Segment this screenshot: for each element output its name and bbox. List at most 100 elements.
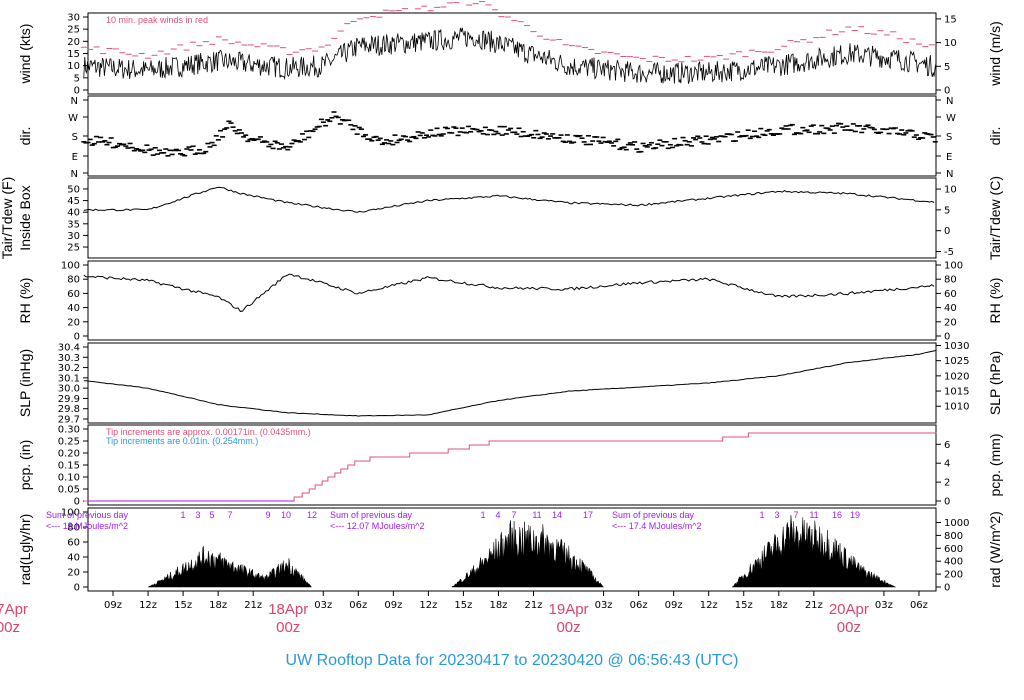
wind-left-tick-label: 5 [74,73,80,84]
rad-left-tick-label: 40 [67,553,80,564]
date-hour-label: 00z [0,619,20,636]
wind-left-tick-label: 15 [67,49,80,60]
dir-left-tick-label: W [68,113,78,124]
time-tick-label: 21z [525,600,543,611]
rh-right-tick-label: 100 [944,261,963,272]
date-hour-label: 00z [556,619,580,636]
wind-left-label: wind (kts) [17,24,33,85]
rad-right-tick-label: 0 [944,583,950,594]
rad-left-tick-label: 20 [67,568,80,579]
time-tick-label: 06z [910,600,928,611]
rh-right-tick-label: 60 [944,289,957,300]
pcp-left-tick-label: 0.05 [58,485,80,496]
time-tick-label: 18z [770,600,788,611]
pcp-left-tick-label: 0.30 [58,425,80,436]
panel-frame-wind [87,12,937,95]
rad-hour-mark: 1 [480,510,485,520]
panel-frame-slp [87,342,937,424]
date-label: 19Apr [549,601,589,618]
rad-hour-mark: 4 [495,510,500,520]
slp-right-tick-label: 1025 [944,356,969,367]
pcp-right-label: pcp. (mm) [987,434,1003,497]
time-tick-label: 18z [209,600,227,611]
time-tick-label: 18z [489,600,507,611]
date-label: 20Apr [829,601,869,618]
temp-left-tick-label: 50 [67,184,80,195]
time-tick-label: 12z [139,600,157,611]
time-tick-label: 03z [875,600,893,611]
rad-day-1 [148,546,313,588]
date-label: 18Apr [268,601,308,618]
rad-left-tick-label: 100 [61,508,80,519]
time-tick-label: 09z [665,600,683,611]
rh-left-tick-label: 100 [61,261,80,272]
temp-series-line [83,186,935,213]
rad-daily-sum-value: <--- 17.4 MJoules/m^2 [612,521,702,531]
dir-left-label: dir. [17,127,33,146]
time-tick-label: 15z [454,600,472,611]
rad-left-tick-label: 60 [67,538,80,549]
slp-left-tick-label: 29.7 [58,415,80,426]
temp-right-tick-label: 0 [944,226,950,237]
slp-left-label: SLP (inHg) [17,349,33,417]
slp-left-tick-label: 30.0 [58,384,80,395]
dir-right-label: dir. [987,127,1003,146]
rad-hour-mark: 7 [793,510,798,520]
wind-right-label: wind (m/s) [987,21,1003,87]
dir-left-tick-label: N [71,169,78,180]
temp-right-tick-label: 5 [944,205,950,216]
rad-hour-mark: 3 [774,510,779,520]
rad-right-tick-label: 800 [944,531,963,542]
time-tick-label: 03z [314,600,332,611]
slp-left-tick-label: 29.8 [58,404,80,415]
rh-right-tick-label: 0 [944,332,950,343]
slp-left-tick-label: 30.2 [58,363,80,374]
dir-right-tick-label: E [946,152,952,163]
pcp-left-tick-label: 0 [74,497,80,508]
slp-left-tick-label: 30.3 [58,353,80,364]
temp-left-label-2: Inside Box [17,185,33,250]
temp-left-tick-label: 45 [67,196,80,207]
pcp-right-tick-label: 0 [944,497,950,508]
dir-left-tick-label: E [72,152,78,163]
rh-series-line [83,273,935,312]
wind-left-tick-label: 0 [74,86,80,97]
wind-left-tick-label: 25 [67,25,80,36]
slp-left-tick-label: 30.4 [58,343,80,354]
rad-hour-mark: 12 [307,510,317,520]
slp-left-tick-label: 30.1 [58,373,80,384]
rad-hour-mark: 3 [195,510,200,520]
rad-hour-mark: 16 [832,510,842,520]
wind-right-tick-label: 15 [944,14,957,25]
pcp-left-tick-label: 0.20 [58,449,80,460]
slp-series-line [83,349,937,417]
time-tick-label: 09z [384,600,402,611]
time-tick-label: 15z [174,600,192,611]
time-tick-label: 06z [349,600,367,611]
rad-daily-sum-caption: Sum of previous day [46,510,129,520]
pcp-right-tick-label: 6 [944,440,950,451]
rad-hour-mark: 5 [209,510,214,520]
panel-frame-rad [87,507,937,592]
rad-day-2 [451,520,605,588]
chart-title: UW Rooftop Data for 20230417 to 20230420… [286,652,739,669]
pcp-left-tick-label: 0.25 [58,437,80,448]
rad-right-tick-label: 600 [944,544,963,555]
slp-right-tick-label: 1015 [944,387,969,398]
rad-hour-mark: 1 [180,510,185,520]
dir-left-tick-label: N [71,96,78,107]
rad-left-tick-label: 80 [67,523,80,534]
temp-left-tick-label: 35 [67,219,80,230]
rh-left-label: RH (%) [17,278,33,324]
time-tick-label: 12z [700,600,718,611]
temp-left-label: Tair/Tdew (F) [0,177,15,259]
rad-hour-mark: 7 [511,510,516,520]
rad-daily-sum-caption: Sum of previous day [330,510,413,520]
dir-right-tick-label: N [946,96,953,107]
wind-left-tick-label: 10 [67,61,80,72]
dir-left-tick-label: S [72,132,78,143]
slp-right-tick-label: 1010 [944,402,969,413]
rad-daily-sum-value: <--- 18.MJoules/m^2 [46,521,128,531]
wind-note: 10 min. peak winds in red [106,15,208,25]
rh-left-tick-label: 80 [67,275,80,286]
